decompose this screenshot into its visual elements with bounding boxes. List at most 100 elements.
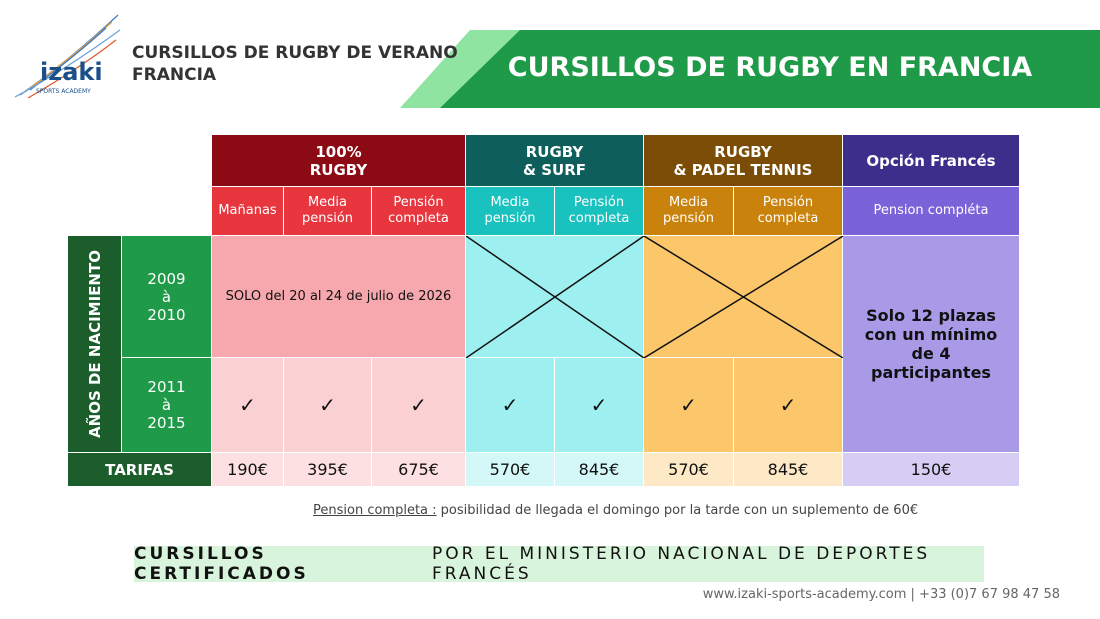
column-header-text: completa xyxy=(388,211,449,226)
check-cell: ✓ xyxy=(734,358,843,453)
group-header: 100% RUGBY xyxy=(212,135,466,187)
header-graphics xyxy=(14,14,1100,108)
column-header-text: pensión xyxy=(484,211,536,226)
check-cell: ✓ xyxy=(372,358,466,453)
check-cell-text: ✓ xyxy=(319,393,336,417)
column-header: Pensión completa xyxy=(372,187,466,236)
birth-years-text: à xyxy=(161,287,172,306)
price-text: 150€ xyxy=(910,459,952,479)
price-text: 190€ xyxy=(227,459,268,479)
group-header-text: RUGBY xyxy=(714,142,772,161)
birth-years-text: 2009 xyxy=(147,269,186,288)
column-header-text: Pensión xyxy=(573,195,625,211)
price-text: 570€ xyxy=(668,459,709,479)
price-text: 675€ xyxy=(398,459,439,479)
tarifas-label-text: TARIFAS xyxy=(105,460,174,479)
group-header: RUGBY & PADEL TENNIS xyxy=(644,135,843,187)
birth-years: 2011 à 2015 xyxy=(122,358,212,453)
check-cell-text: ✓ xyxy=(779,393,797,417)
column-header-text: Media xyxy=(307,195,348,211)
check-cell: ✓ xyxy=(284,358,372,453)
banner-rest: POR EL MINISTERIO NACIONAL DE DEPORTES F… xyxy=(432,544,931,584)
group-header-text: RUGBY xyxy=(525,142,584,161)
check-cell-text: ✓ xyxy=(501,393,519,417)
side-label-text: AÑOS DE NACIMIENTO xyxy=(85,250,104,438)
french-note: Solo 12 plazas con un mínimo de 4 partic… xyxy=(843,236,1020,453)
logo-text: izaki xyxy=(40,58,103,86)
column-header-text: completa xyxy=(568,211,630,226)
price: 570€ xyxy=(466,453,555,487)
birth-years-text: à xyxy=(161,396,172,414)
price: 395€ xyxy=(284,453,372,487)
rugby-note: SOLO del 20 al 24 de julio de 2026 xyxy=(212,236,466,358)
price-text: 845€ xyxy=(578,459,620,479)
column-header-text: Media xyxy=(490,195,530,211)
price: 675€ xyxy=(372,453,466,487)
price: 845€ xyxy=(555,453,644,487)
column-header-text: Mañanas xyxy=(218,203,277,219)
group-header-text: & PADEL TENNIS xyxy=(673,160,813,179)
price: 845€ xyxy=(734,453,843,487)
check-cell: ✓ xyxy=(466,358,555,453)
check-cell-text: ✓ xyxy=(590,393,608,417)
rugby-note-text: SOLO del 20 al 24 de julio de 2026 xyxy=(225,288,452,304)
column-header-text: Pension compléta xyxy=(873,203,989,219)
check-cell: ✓ xyxy=(644,358,734,453)
check-cell-text: ✓ xyxy=(680,393,697,417)
certification-banner: CURSILLOS CERTIFICADOS POR EL MINISTERIO… xyxy=(134,544,984,584)
side-label: AÑOS DE NACIMIENTO xyxy=(68,236,122,453)
group-header: RUGBY & SURF xyxy=(466,135,644,187)
column-header: Mañanas xyxy=(212,187,284,236)
group-header-text: & SURF xyxy=(522,160,587,179)
price: 190€ xyxy=(212,453,284,487)
footnote-text: posibilidad de llegada el domingo por la… xyxy=(440,503,919,518)
group-header-text: RUGBY xyxy=(309,160,368,179)
column-header-text: Pensión xyxy=(762,195,814,211)
column-header-text: completa xyxy=(757,211,819,226)
check-cell: ✓ xyxy=(555,358,644,453)
column-header-text: Media xyxy=(668,195,709,211)
birth-years: 2009 à 2010 xyxy=(122,236,212,358)
column-header-text: pensión xyxy=(301,211,354,226)
title-banner xyxy=(440,30,1100,108)
cross xyxy=(644,236,843,358)
price: 150€ xyxy=(843,453,1020,487)
group-header-text: 100% xyxy=(315,142,362,161)
subtitle-line: CURSILLOS DE RUGBY DE VERANO xyxy=(132,43,458,63)
birth-years-text: 2011 xyxy=(147,378,186,396)
price-text: 395€ xyxy=(307,459,348,479)
price-text: 570€ xyxy=(489,459,531,479)
footnote-label: Pension completa : xyxy=(313,503,437,518)
logo-subtext: SPORTS ACADEMY xyxy=(36,88,91,95)
tarifas-label: TARIFAS xyxy=(68,453,212,487)
column-header-text: pensión xyxy=(662,211,715,226)
column-header-text: Pensión xyxy=(393,195,444,211)
column-header: Pensión completa xyxy=(734,187,843,236)
unavailable-cell xyxy=(644,236,843,358)
birth-years-text: 2015 xyxy=(147,414,186,432)
banner-bold: CURSILLOS CERTIFICADOS xyxy=(134,544,309,584)
unavailable-cell xyxy=(466,236,644,358)
column-header: Pension compléta xyxy=(843,187,1020,236)
column-header: Media pensión xyxy=(644,187,734,236)
cross xyxy=(466,236,644,358)
check-cell: ✓ xyxy=(212,358,284,453)
check-cell-text: ✓ xyxy=(239,393,256,417)
subtitle: CURSILLOS DE RUGBY DE VERANO FRANCIA xyxy=(132,42,458,86)
price: 570€ xyxy=(644,453,734,487)
contact: www.izaki-sports-academy.com | +33 (0)7 … xyxy=(702,587,1060,602)
group-header-text: Opción Francés xyxy=(866,151,996,170)
footnote: Pension completa : posibilidad de llegad… xyxy=(313,503,918,518)
banner-stripe xyxy=(400,30,520,108)
french-note-text: Solo 12 plazas con un mínimo de 4 partic… xyxy=(864,305,998,383)
subtitle-line: FRANCIA xyxy=(132,65,217,86)
check-cell-text: ✓ xyxy=(410,393,427,417)
column-header: Media pensión xyxy=(284,187,372,236)
group-header: Opción Francés xyxy=(843,135,1020,187)
column-header: Pensión completa xyxy=(555,187,644,236)
column-header: Media pensión xyxy=(466,187,555,236)
price-text: 845€ xyxy=(767,459,809,479)
birth-years-text: 2010 xyxy=(147,305,186,324)
